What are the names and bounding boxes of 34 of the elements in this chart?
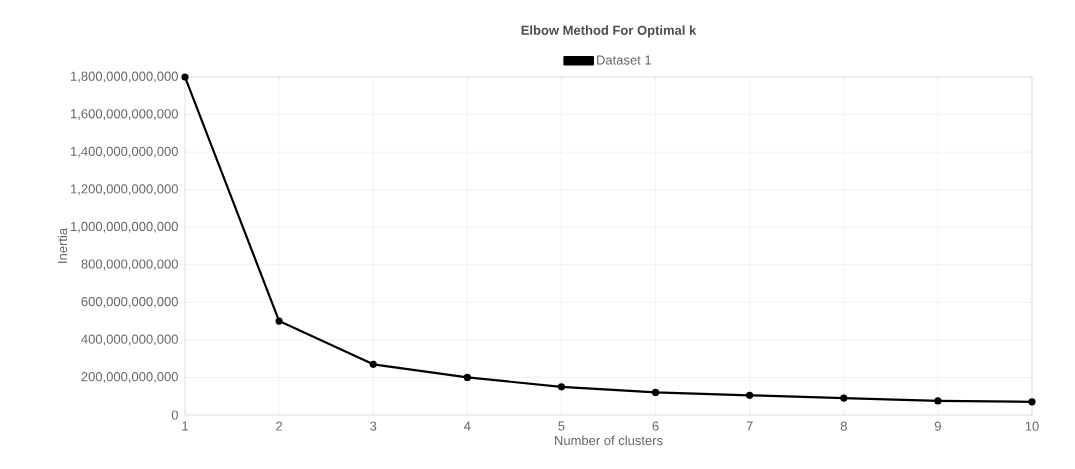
x-tick-label: 10 bbox=[1025, 421, 1039, 431]
y-tick-label: 1,200,000,000,000 bbox=[71, 184, 178, 196]
point bbox=[463, 373, 471, 382]
legend-label: Dataset 1 bbox=[597, 55, 652, 65]
point bbox=[369, 360, 377, 368]
x-tick-label: 7 bbox=[746, 421, 753, 431]
point bbox=[1028, 398, 1036, 406]
y-tick-label: 0 bbox=[171, 410, 178, 420]
point bbox=[840, 394, 848, 402]
x-tick-label: 8 bbox=[840, 421, 847, 431]
point bbox=[557, 383, 566, 391]
x-tick-label: 3 bbox=[370, 421, 377, 431]
point bbox=[934, 397, 942, 405]
x-tick-label: 1 bbox=[182, 421, 188, 431]
point bbox=[651, 388, 660, 397]
chart-title: Elbow Method For Optimal k bbox=[521, 25, 697, 38]
x-tick-label: 2 bbox=[276, 421, 283, 431]
x-tick-label: 4 bbox=[464, 421, 471, 431]
y-tick-label: 1,000,000,000,000 bbox=[71, 221, 178, 233]
x-tick-label: 9 bbox=[934, 421, 941, 431]
y-axis-title: Inertia bbox=[57, 227, 68, 263]
y-tick-label: 200,000,000,000 bbox=[81, 372, 178, 383]
y-tick-label: 1,800,000,000,000 bbox=[71, 71, 178, 83]
x-tick-label: 6 bbox=[652, 421, 659, 431]
y-tick-label: 1,600,000,000,000 bbox=[71, 109, 178, 120]
point bbox=[746, 391, 754, 399]
point bbox=[275, 317, 283, 325]
point bbox=[181, 73, 189, 81]
y-tick-label: 600,000,000,000 bbox=[81, 296, 178, 308]
y-tick-label: 1,400,000,000,000 bbox=[71, 146, 178, 158]
x-tick-label: 5 bbox=[558, 421, 565, 431]
x-axis-title: Number of clusters bbox=[555, 435, 663, 446]
y-tick-label: 400,000,000,000 bbox=[81, 334, 178, 346]
y-tick-label: 800,000,000,000 bbox=[81, 259, 178, 271]
